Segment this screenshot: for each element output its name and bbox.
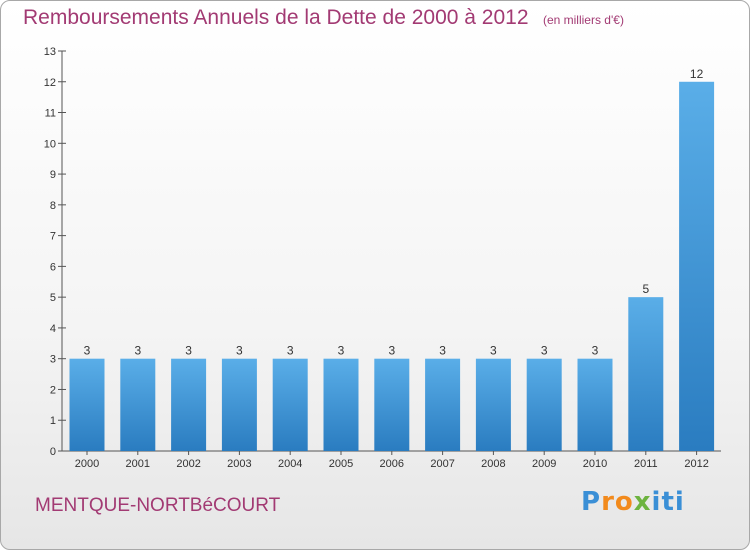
- y-tick-label: 10: [44, 138, 56, 150]
- x-tick-label: 2004: [278, 458, 302, 470]
- data-label: 3: [185, 344, 192, 358]
- commune-name: MENTQUE-NORTBéCOURT: [35, 495, 281, 516]
- x-tick-label: 2007: [430, 458, 454, 470]
- logo-part: ro: [601, 487, 634, 517]
- data-label: 3: [236, 344, 243, 358]
- y-tick-label: 9: [50, 169, 56, 181]
- data-label: 3: [541, 344, 548, 358]
- x-tick-label: 2005: [329, 458, 353, 470]
- x-tick-label: 2003: [227, 458, 251, 470]
- bar: [577, 358, 613, 451]
- bars: [69, 81, 715, 452]
- y-tick-label: 11: [45, 108, 56, 120]
- title-text: Remboursements Annuels de la Dette de 20…: [23, 6, 529, 29]
- data-label: 12: [690, 67, 704, 81]
- y-tick-label: 5: [50, 292, 56, 304]
- x-tick-label: 2002: [176, 458, 200, 470]
- y-tick-label: 0: [50, 446, 56, 458]
- bar: [323, 358, 359, 451]
- data-label: 3: [439, 344, 446, 358]
- x-tick-label: 2001: [126, 458, 150, 470]
- bar: [171, 358, 207, 451]
- y-tick-label: 13: [44, 46, 56, 58]
- bar: [628, 297, 664, 451]
- y-tick-label: 2: [50, 384, 56, 396]
- bar: [526, 358, 562, 451]
- x-tick-label: 2008: [481, 458, 505, 470]
- unit-text: (en milliers d'€): [542, 13, 624, 27]
- chart-title: Remboursements Annuels de la Dette de 20…: [23, 6, 624, 30]
- data-label: 3: [338, 344, 345, 358]
- labels: 3 2000 3 2001 3 2002 3 2003 3 2004 3 2005 3 2006 3 2007…: [75, 67, 709, 470]
- data-label: 3: [592, 344, 599, 358]
- data-label: 3: [490, 344, 497, 358]
- x-tick-label: 2006: [380, 458, 404, 470]
- y-tick-label: 4: [50, 323, 56, 335]
- y-tick-label: 1: [50, 415, 56, 427]
- logo-part: P: [581, 487, 602, 517]
- y-tick-label: 3: [50, 354, 56, 366]
- x-tick-label: 2009: [532, 458, 556, 470]
- proxiti-logo: Proxiti: [581, 487, 685, 517]
- bar: [679, 81, 715, 452]
- x-tick-label: 2010: [583, 458, 607, 470]
- x-tick-label: 2011: [634, 458, 658, 470]
- y-tick-label: 8: [50, 200, 56, 212]
- bar: [475, 358, 511, 451]
- y-tick-label: 6: [50, 261, 56, 273]
- bar: [69, 358, 105, 451]
- logo-part: x: [633, 487, 652, 517]
- data-label: 3: [134, 344, 141, 358]
- data-label: 3: [388, 344, 395, 358]
- bar: [374, 358, 410, 451]
- bar: [120, 358, 156, 451]
- bar: [425, 358, 461, 451]
- x-tick-label: 2000: [75, 458, 99, 470]
- data-label: 5: [642, 282, 649, 296]
- data-label: 3: [84, 344, 91, 358]
- logo-part: iti: [651, 487, 685, 517]
- y-tick-label: 7: [50, 231, 56, 243]
- bar: [272, 358, 308, 451]
- bar: [221, 358, 257, 451]
- data-label: 3: [287, 344, 294, 358]
- y-tick-label: 12: [44, 77, 56, 89]
- x-tick-label: 2012: [684, 458, 708, 470]
